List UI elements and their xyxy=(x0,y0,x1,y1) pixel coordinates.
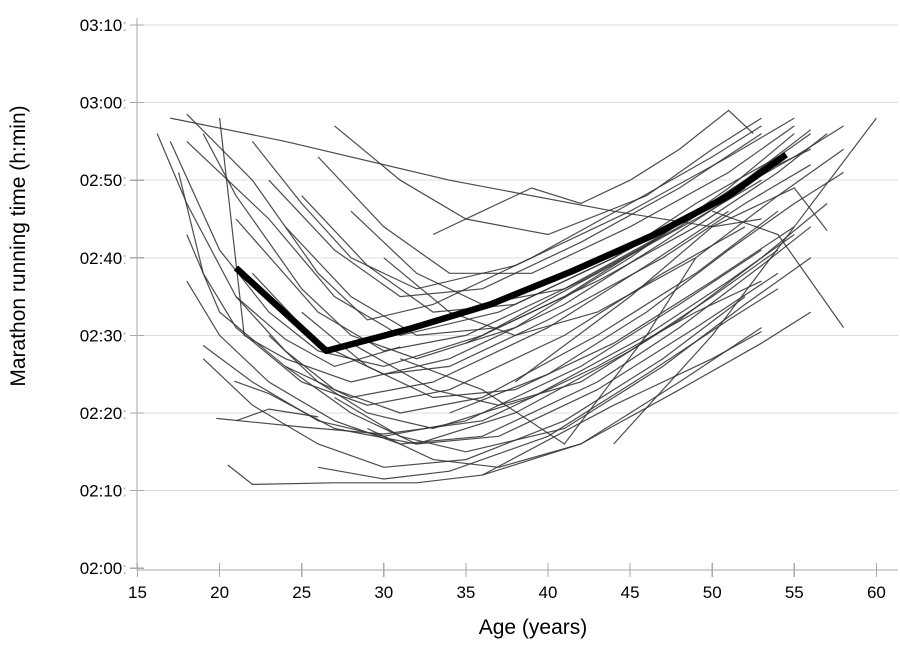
y-tick-label: 02:50: xyxy=(80,171,127,190)
y-tick-label-text: 03:10 xyxy=(80,16,123,35)
x-tick-label: 15 xyxy=(128,583,147,602)
y-tick-label-text: 03:00 xyxy=(80,94,123,113)
runner-line-9 xyxy=(219,118,746,383)
y-tick-label: 02:30: xyxy=(80,326,127,345)
y-tick-label-text: 02:50 xyxy=(80,171,123,190)
y-tick-label: 03:10: xyxy=(80,16,127,35)
runner-line-25 xyxy=(317,288,779,480)
y-tick-label-text: 02:30 xyxy=(80,326,123,345)
runner-line-34 xyxy=(613,117,877,445)
y-tick-label-clipped-suffix: : xyxy=(122,326,127,345)
runner-line-36 xyxy=(465,129,812,344)
y-tick-label: 02:00: xyxy=(80,559,127,578)
runner-line-4 xyxy=(178,172,746,406)
x-tick-label: 45 xyxy=(621,583,640,602)
x-tick-label: 35 xyxy=(456,583,475,602)
y-tick-label: 02:40: xyxy=(80,249,127,268)
runner-line-31 xyxy=(399,257,697,445)
runner-line-20 xyxy=(284,133,828,337)
mean-line xyxy=(233,151,788,355)
y-tick-label-clipped-suffix: : xyxy=(122,171,127,190)
runner-line-18 xyxy=(268,133,762,298)
y-tick-label: 02:10: xyxy=(80,482,127,501)
x-tick-label: 50 xyxy=(703,583,722,602)
runner-line-33 xyxy=(514,187,828,383)
runner-line-19 xyxy=(268,234,795,430)
y-tick-label-clipped-suffix: : xyxy=(122,16,127,35)
runner-line-28 xyxy=(350,203,828,406)
y-tick-label: 03:00: xyxy=(80,94,127,113)
x-tick-label: 30 xyxy=(374,583,393,602)
runner-line-38 xyxy=(482,311,812,476)
runner-line-23 xyxy=(301,226,795,399)
runner-line-15 xyxy=(235,148,811,352)
runner-line-40 xyxy=(202,296,746,468)
x-tick-label: 20 xyxy=(210,583,229,602)
runner-line-27 xyxy=(350,133,812,306)
runner-line-26 xyxy=(334,257,812,453)
runner-line-5 xyxy=(186,113,762,321)
runner-line-12 xyxy=(227,330,762,486)
y-tick-label-text: 02:20 xyxy=(80,404,123,423)
y-tick-label-clipped-suffix: : xyxy=(122,249,127,268)
x-tick-label: 40 xyxy=(539,583,558,602)
runner-line-39 xyxy=(334,117,762,236)
runner-line-35 xyxy=(449,171,844,414)
runner-line-29 xyxy=(367,327,762,468)
runner-line-24 xyxy=(317,125,795,274)
y-tick-label-clipped-suffix: : xyxy=(122,559,127,578)
runner-line-32 xyxy=(432,109,754,236)
x-tick-label: 25 xyxy=(292,583,311,602)
x-tick-label: 55 xyxy=(785,583,804,602)
y-tick-label-text: 02:00 xyxy=(80,559,123,578)
y-tick-label-clipped-suffix: : xyxy=(122,94,127,113)
runner-line-1 xyxy=(156,133,401,368)
runner-line-2 xyxy=(170,117,762,228)
runner-line-30 xyxy=(383,148,844,337)
y-tick-label-text: 02:40 xyxy=(80,249,123,268)
runner-line-21 xyxy=(284,272,779,445)
y-tick-label-clipped-suffix: : xyxy=(122,482,127,501)
runner-line-41 xyxy=(711,210,845,328)
y-tick-label: 02:20: xyxy=(80,404,127,423)
runner-line-22 xyxy=(301,125,844,313)
runner-line-11 xyxy=(216,280,762,435)
runner-line-6 xyxy=(186,140,779,337)
y-tick-label-text: 02:10 xyxy=(80,482,123,501)
y-axis-title: Marathon running time (h:min) xyxy=(7,105,30,386)
runner-line-42 xyxy=(186,226,812,445)
x-axis-title: Age (years) xyxy=(479,616,588,639)
runner-line-37 xyxy=(235,408,319,422)
y-tick-label-clipped-suffix: : xyxy=(122,404,127,423)
x-tick-label: 60 xyxy=(867,583,886,602)
